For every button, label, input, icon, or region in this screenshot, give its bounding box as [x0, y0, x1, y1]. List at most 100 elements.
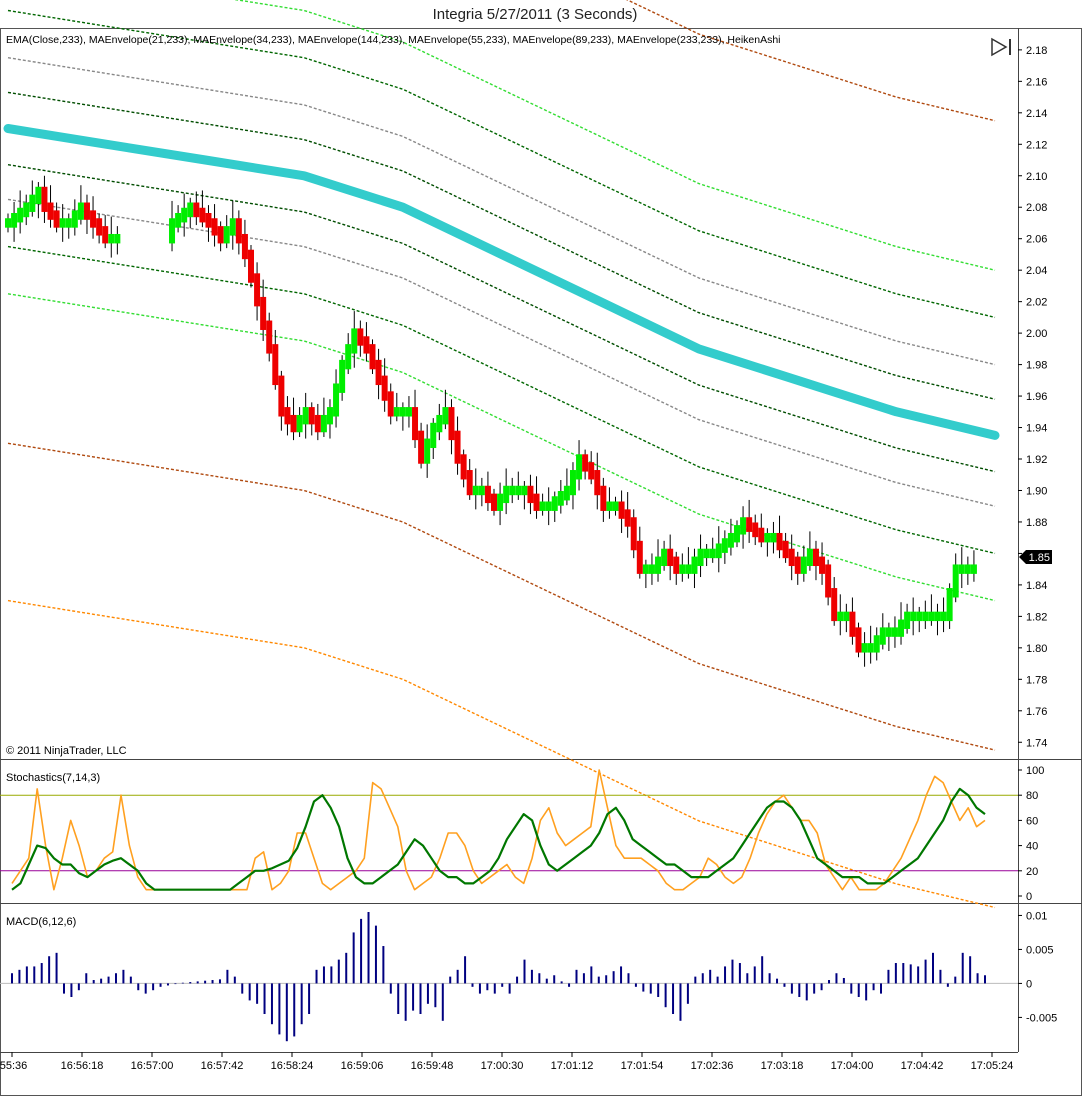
candle-body	[922, 611, 929, 622]
candle-body	[527, 485, 534, 504]
candle-body	[606, 501, 613, 511]
ema-line	[3, 124, 1000, 440]
candle-body	[235, 218, 242, 244]
candle-body	[661, 548, 668, 567]
candle-body	[290, 414, 297, 433]
price-tick-label: 1.90	[1026, 485, 1047, 497]
macd-tick-label: -0.005	[1026, 1012, 1057, 1024]
candle-body	[691, 556, 698, 574]
heiken-ashi-candles	[5, 175, 977, 667]
candle-body	[582, 454, 589, 472]
candle-body	[746, 517, 753, 532]
time-tick-label: 16:56:18	[61, 1060, 104, 1072]
candle-body	[442, 407, 449, 425]
candle-body	[424, 438, 431, 464]
candle-body	[715, 543, 722, 559]
candle-body	[679, 564, 686, 574]
candle-body	[272, 344, 279, 386]
candle-body	[855, 627, 862, 653]
candle-body	[964, 564, 971, 574]
stoch-tick-label: 20	[1026, 866, 1038, 878]
candle-body	[296, 414, 303, 433]
price-tick-label: 1.74	[1026, 737, 1047, 749]
candle-body	[788, 548, 795, 567]
candle-body	[928, 611, 935, 622]
candle-body	[278, 375, 285, 417]
candle-body	[339, 359, 346, 393]
candle-body	[800, 556, 807, 574]
price-tick-label: 2.00	[1026, 328, 1047, 340]
candle-body	[11, 213, 18, 228]
current-price-marker: 1.85	[1019, 550, 1052, 564]
price-tick-label: 1.96	[1026, 391, 1047, 403]
candle-body	[588, 462, 595, 480]
candle-body	[734, 525, 740, 543]
candle-body	[843, 611, 850, 622]
stoch-tick-label: 60	[1026, 815, 1038, 827]
candle-body	[831, 588, 838, 622]
candle-body	[904, 611, 911, 629]
candle-body	[879, 627, 886, 645]
candle-body	[430, 422, 437, 448]
skip-forward-icon[interactable]	[991, 37, 1011, 57]
candle-body	[369, 344, 376, 370]
time-tick-label: :55:36	[0, 1060, 27, 1072]
candle-body	[108, 233, 115, 244]
candle-body	[952, 564, 959, 598]
ma-envelope-band-dn	[7, 245, 996, 555]
candle-body	[569, 470, 576, 496]
candle-body	[618, 501, 625, 519]
candle-body	[503, 485, 510, 504]
price-tick-label: 1.82	[1026, 611, 1047, 623]
time-tick-label: 16:57:00	[131, 1060, 174, 1072]
candle-body	[266, 320, 273, 354]
candle-body	[612, 501, 619, 511]
candle-body	[466, 470, 473, 496]
macd-tick-label: 0.005	[1026, 944, 1054, 956]
candle-body	[357, 328, 364, 346]
candle-body	[861, 643, 868, 653]
candle-body	[873, 635, 880, 653]
candle-body	[521, 485, 528, 496]
candle-body	[776, 532, 783, 551]
copyright-text: © 2011 NinjaTrader, LLC	[6, 745, 127, 757]
time-tick-label: 17:01:12	[551, 1060, 594, 1072]
candle-body	[576, 454, 583, 480]
ma-envelope-band-up	[233, 0, 996, 271]
candle-body	[946, 588, 953, 622]
candle-body	[53, 210, 60, 228]
price-tick-label: 1.78	[1026, 674, 1047, 686]
candle-body	[539, 501, 546, 511]
stochastics-panel	[0, 769, 1018, 891]
candle-body	[636, 540, 643, 574]
price-tick-label: 2.16	[1026, 76, 1047, 88]
candle-body	[199, 207, 206, 223]
candle-body	[241, 233, 248, 260]
candle-body	[806, 548, 813, 567]
time-tick-label: 17:03:18	[761, 1060, 804, 1072]
candle-body	[375, 359, 382, 386]
candle-body	[114, 233, 121, 244]
time-tick-label: 17:05:24	[971, 1060, 1014, 1072]
candle-body	[460, 454, 467, 480]
candle-body	[454, 430, 461, 464]
ema-233-line	[3, 124, 1000, 440]
ma-envelope-band-dn	[7, 293, 996, 602]
candle-body	[333, 383, 340, 417]
candle-body	[563, 485, 570, 501]
candle-body	[23, 202, 30, 218]
current-price-label: 1.85	[1029, 552, 1050, 564]
time-tick-label: 16:58:24	[271, 1060, 314, 1072]
candle-body	[193, 202, 200, 218]
candle-body	[248, 249, 254, 283]
price-tick-label: 1.76	[1026, 706, 1047, 718]
ma-envelope-band-dn	[7, 198, 996, 507]
candle-body	[217, 226, 224, 244]
time-tick-label: 17:04:00	[831, 1060, 874, 1072]
candle-body	[77, 202, 84, 220]
candle-body	[630, 517, 637, 551]
candle-body	[794, 556, 801, 574]
candle-body	[642, 564, 649, 574]
